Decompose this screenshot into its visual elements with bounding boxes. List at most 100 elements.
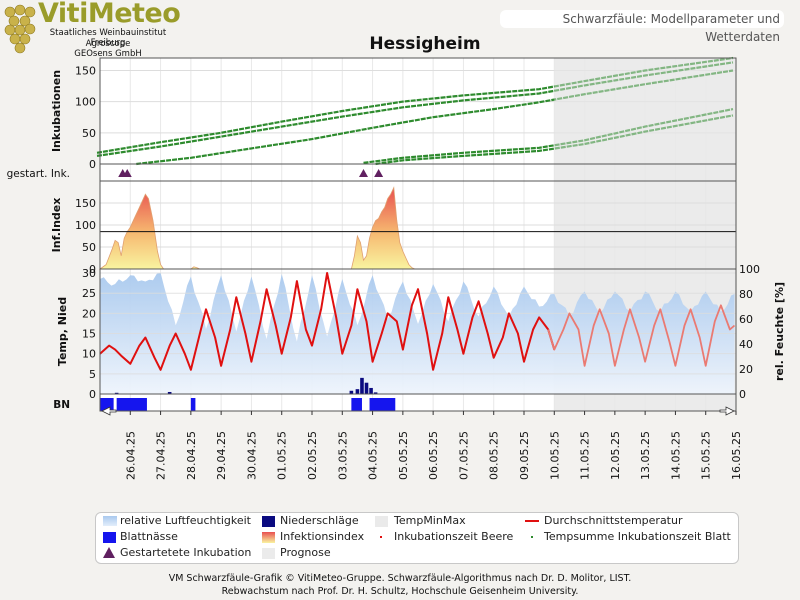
precipitation-bar xyxy=(364,382,369,394)
x-tick-label: 16.05.25 xyxy=(730,431,743,480)
temperature-tick-label: 20 xyxy=(82,307,96,320)
temperature-line xyxy=(99,272,556,371)
scroll-right-icon xyxy=(719,406,735,416)
chart-caption: Schwarzfäule: Modellparameter und Wetter… xyxy=(500,10,784,44)
x-tick-label: 28.04.25 xyxy=(185,431,198,480)
x-tick-label: 06.05.25 xyxy=(427,431,440,480)
incubation-axis-label: Inkubationen xyxy=(50,70,63,152)
precipitation-bar xyxy=(355,389,360,394)
humidity-swatch xyxy=(103,516,117,526)
precipitation-bar xyxy=(369,387,373,394)
humidity-axis-label: rel. Feuchte [%] xyxy=(773,282,786,381)
x-tick-label: 27.04.25 xyxy=(155,431,168,480)
infection-swatch xyxy=(262,532,275,543)
temperature-line-swatch xyxy=(525,520,539,522)
footer-credits-2: Rebwachstum nach Prof. Dr. H. Schultz, H… xyxy=(221,586,579,597)
humidity-tick-label: 60 xyxy=(739,313,753,326)
x-tick-label: 11.05.25 xyxy=(579,431,592,480)
prognosis-swatch xyxy=(262,548,275,559)
legend-label-started-incubation: Gestartetete Inkubation xyxy=(120,546,252,559)
x-tick-label: 05.05.25 xyxy=(397,431,410,480)
infection-tick-label: 0 xyxy=(89,263,96,276)
legend-label-tempminmax: TempMinMax xyxy=(394,514,466,527)
legend: relative Luftfeuchtigkeit Niederschläge … xyxy=(95,512,739,564)
started-incubation-label: gestart. Ink. xyxy=(7,168,70,180)
x-tick-label: 02.05.25 xyxy=(306,431,319,480)
humidity-tick-label: 80 xyxy=(739,288,753,301)
tempminmax-swatch xyxy=(375,516,388,527)
x-tick-label: 26.04.25 xyxy=(124,431,137,480)
precipitation-bar xyxy=(349,390,354,394)
x-tick-label: 10.05.25 xyxy=(548,431,561,480)
triangle-icon xyxy=(103,547,115,558)
scroll-left-icon xyxy=(101,406,117,416)
x-tick-label: 13.05.25 xyxy=(639,431,652,480)
x-tick-label: 03.05.25 xyxy=(336,431,349,480)
incubation-series-4 xyxy=(375,114,734,166)
temperature-tick-label: 0 xyxy=(89,388,96,401)
chart-frame xyxy=(99,57,737,412)
temperature-axis-label: Temp, Nied xyxy=(56,297,69,366)
legend-label-humidity: relative Luftfeuchtigkeit xyxy=(120,514,251,527)
leaf-wetness-bar xyxy=(190,398,196,411)
incubation-series-1 xyxy=(96,61,734,157)
infection-axis-label: Inf.Index xyxy=(50,198,63,253)
legend-label-prognosis: Prognose xyxy=(280,546,331,559)
x-tick-label: 07.05.25 xyxy=(457,431,470,480)
logo-line-institute: Staatliches Weinbauinstitut Freiburg xyxy=(49,28,167,48)
leaf-dot-swatch xyxy=(531,536,533,538)
x-tick-label: 12.05.25 xyxy=(609,431,622,480)
precipitation-bar xyxy=(373,392,378,394)
incubation-series-2 xyxy=(136,69,734,166)
legend-label-leafwetness: Blattnässe xyxy=(120,530,178,543)
humidity-tick-label: 100 xyxy=(739,263,760,276)
infection-tick-label: 50 xyxy=(82,241,96,254)
temperature-tick-label: 5 xyxy=(89,368,96,381)
legend-label-temperature: Durchschnittstemperatur xyxy=(544,514,683,527)
temperature-prognosis-line xyxy=(547,304,736,367)
incubation-series-3 xyxy=(363,108,734,164)
leaf-wetness-bar xyxy=(116,398,147,411)
precipitation-swatch xyxy=(262,516,275,527)
started-incubation-marker xyxy=(122,169,132,177)
footer-credits: VM Schwarzfäule-Grafik © VitiMeteo-Grupp… xyxy=(168,573,632,584)
incubation-series-0 xyxy=(96,56,734,154)
logo-grape-icon xyxy=(2,2,38,58)
started-incubation-marker xyxy=(374,169,384,177)
humidity-tick-label: 40 xyxy=(739,338,753,351)
temperature-tick-label: 25 xyxy=(82,287,96,300)
incubation-tick-label: 0 xyxy=(89,158,96,171)
x-tick-label: 08.05.25 xyxy=(488,431,501,480)
humidity-tick-label: 20 xyxy=(739,363,753,376)
incubation-tick-label: 100 xyxy=(75,96,96,109)
leaf-wetness-bar xyxy=(369,398,396,411)
x-tick-label: 04.05.25 xyxy=(367,431,380,480)
leaf-wetness-bar xyxy=(351,398,362,411)
humidity-tick-label: 0 xyxy=(739,388,746,401)
logo-title: VitiMeteo xyxy=(38,0,181,29)
precipitation-bar xyxy=(360,377,364,394)
legend-label-infection: Infektionsindex xyxy=(280,530,365,543)
berry-dot-swatch xyxy=(380,536,382,538)
x-tick-label: 01.05.25 xyxy=(276,431,289,480)
x-tick-label: 15.05.25 xyxy=(700,431,713,480)
x-tick-label: 09.05.25 xyxy=(518,431,531,480)
infection-tick-label: 150 xyxy=(75,197,96,210)
x-tick-label: 14.05.25 xyxy=(669,431,682,480)
logo-line-agroscope: Agroscope xyxy=(85,39,131,49)
legend-label-leaf-tempsum: Tempsumme Inkubationszeit Blatt xyxy=(544,530,731,543)
station-title: Hessigheim xyxy=(369,34,481,54)
x-tick-label: 29.04.25 xyxy=(215,431,228,480)
leaf-wetness-label: BN xyxy=(53,399,70,411)
infection-tick-label: 100 xyxy=(75,219,96,232)
temperature-tick-label: 15 xyxy=(82,328,96,341)
prognosis-overlay-incubation xyxy=(554,58,736,164)
precipitation-bar xyxy=(114,392,119,394)
temperature-tick-label: 10 xyxy=(82,348,96,361)
started-incubation-marker xyxy=(358,169,368,177)
legend-label-berry-incubation: Inkubationszeit Beere xyxy=(394,530,514,543)
incubation-tick-label: 50 xyxy=(82,127,96,140)
leafwetness-swatch xyxy=(103,532,116,543)
legend-label-precipitation: Niederschläge xyxy=(280,514,359,527)
